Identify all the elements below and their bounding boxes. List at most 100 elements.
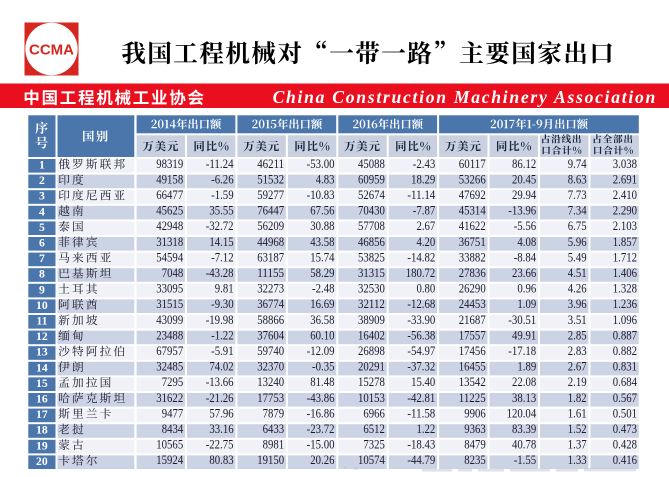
svg-text:-7.12: -7.12 [211, 250, 234, 264]
svg-text:41622: 41622 [459, 219, 486, 233]
svg-text:15.40: 15.40 [411, 375, 435, 389]
svg-text:3: 3 [39, 190, 45, 203]
svg-text:-43.86: -43.86 [307, 391, 335, 405]
svg-text:54594: 54594 [156, 250, 184, 264]
svg-text:4.20: 4.20 [417, 235, 436, 249]
svg-text:1.236: 1.236 [613, 297, 637, 311]
svg-text:-12.09: -12.09 [307, 344, 335, 358]
svg-text:-1.22: -1.22 [211, 328, 234, 342]
svg-text:0.831: 0.831 [613, 360, 637, 374]
svg-text:43099: 43099 [156, 313, 183, 327]
svg-text:-11.24: -11.24 [206, 157, 235, 171]
svg-text:-5.56: -5.56 [514, 219, 537, 233]
svg-text:7: 7 [39, 252, 45, 265]
svg-text:4.26: 4.26 [568, 282, 587, 296]
svg-text:1.22: 1.22 [417, 422, 436, 436]
svg-text:-33.90: -33.90 [407, 313, 435, 327]
svg-text:37604: 37604 [257, 328, 285, 342]
svg-text:-14.82: -14.82 [407, 250, 435, 264]
svg-text:45314: 45314 [459, 204, 487, 218]
svg-text:0.416: 0.416 [613, 453, 637, 467]
svg-text:2: 2 [39, 174, 45, 187]
svg-text:67.56: 67.56 [310, 204, 334, 218]
svg-text:18.29: 18.29 [411, 172, 435, 186]
svg-text:30.88: 30.88 [310, 219, 334, 233]
svg-text:10565: 10565 [156, 438, 183, 452]
svg-text:32273: 32273 [257, 282, 284, 296]
svg-text:60.10: 60.10 [310, 328, 334, 342]
svg-text:33095: 33095 [156, 282, 183, 296]
svg-text:46856: 46856 [358, 235, 385, 249]
svg-text:7048: 7048 [162, 266, 184, 280]
svg-text:-8.84: -8.84 [514, 250, 537, 264]
svg-text:32530: 32530 [358, 282, 385, 296]
svg-text:36.58: 36.58 [310, 313, 334, 327]
svg-text:58.29: 58.29 [310, 266, 334, 280]
svg-text:32112: 32112 [358, 297, 385, 311]
svg-text:17557: 17557 [459, 328, 486, 342]
svg-text:8981: 8981 [263, 438, 285, 452]
svg-text:31515: 31515 [156, 297, 183, 311]
svg-text:1.82: 1.82 [568, 391, 587, 405]
svg-text:53266: 53266 [459, 172, 486, 186]
svg-text:66477: 66477 [156, 188, 183, 202]
svg-text:1.09: 1.09 [517, 297, 536, 311]
svg-text:45088: 45088 [358, 157, 385, 171]
svg-text:15278: 15278 [358, 375, 385, 389]
svg-text:1.096: 1.096 [613, 313, 637, 327]
svg-text:11155: 11155 [257, 266, 284, 280]
svg-text:-17.18: -17.18 [508, 344, 536, 358]
svg-text:0.473: 0.473 [613, 422, 637, 436]
svg-text:81.48: 81.48 [310, 375, 334, 389]
svg-text:5.96: 5.96 [568, 235, 587, 249]
svg-text:80.83: 80.83 [209, 453, 233, 467]
svg-text:10: 10 [36, 299, 48, 312]
svg-text:China Construction Machinery A: China Construction Machinery Association [273, 87, 657, 107]
svg-text:33.16: 33.16 [209, 422, 233, 436]
svg-text:2.691: 2.691 [613, 172, 637, 186]
svg-text:8479: 8479 [464, 438, 486, 452]
svg-text:0.882: 0.882 [613, 344, 637, 358]
svg-text:86.12: 86.12 [512, 157, 536, 171]
svg-text:10574: 10574 [358, 453, 386, 467]
svg-text:120.04: 120.04 [507, 406, 537, 420]
svg-text:4.08: 4.08 [517, 235, 536, 249]
svg-text:29.94: 29.94 [512, 188, 537, 202]
svg-text:6512: 6512 [363, 422, 385, 436]
svg-text:7.34: 7.34 [568, 204, 587, 218]
svg-text:CCMA: CCMA [29, 41, 74, 58]
svg-text:-44.79: -44.79 [407, 453, 435, 467]
svg-text:6.75: 6.75 [568, 219, 587, 233]
svg-text:4.51: 4.51 [568, 266, 587, 280]
svg-text:7.73: 7.73 [568, 188, 587, 202]
svg-text:-13.96: -13.96 [508, 204, 536, 218]
svg-text:27836: 27836 [459, 266, 486, 280]
svg-text:-9.30: -9.30 [211, 297, 234, 311]
svg-text:-7.87: -7.87 [413, 204, 436, 218]
svg-text:23.66: 23.66 [512, 266, 536, 280]
svg-text:38.13: 38.13 [512, 391, 536, 405]
svg-text:0.684: 0.684 [613, 375, 638, 389]
svg-text:-21.26: -21.26 [206, 391, 234, 405]
svg-text:17: 17 [36, 408, 48, 421]
svg-text:0.428: 0.428 [613, 438, 637, 452]
svg-text:-11.14: -11.14 [407, 188, 436, 202]
svg-text:20291: 20291 [358, 360, 385, 374]
svg-text:45625: 45625 [156, 204, 183, 218]
svg-text:9906: 9906 [464, 406, 486, 420]
svg-text:16455: 16455 [459, 360, 486, 374]
svg-text:22.08: 22.08 [512, 375, 536, 389]
svg-text:1.52: 1.52 [568, 422, 587, 436]
svg-text:4.83: 4.83 [316, 172, 335, 186]
svg-text:6: 6 [39, 237, 45, 250]
svg-text:3.038: 3.038 [613, 157, 637, 171]
svg-text:15.74: 15.74 [310, 250, 335, 264]
svg-text:1.89: 1.89 [517, 360, 536, 374]
svg-text:-30.51: -30.51 [508, 313, 536, 327]
svg-text:60117: 60117 [459, 157, 486, 171]
svg-text:-32.72: -32.72 [206, 219, 234, 233]
svg-text:2.67: 2.67 [417, 219, 436, 233]
svg-text:-13.66: -13.66 [206, 375, 234, 389]
svg-text:-5.91: -5.91 [211, 344, 234, 358]
svg-text:49158: 49158 [156, 172, 183, 186]
